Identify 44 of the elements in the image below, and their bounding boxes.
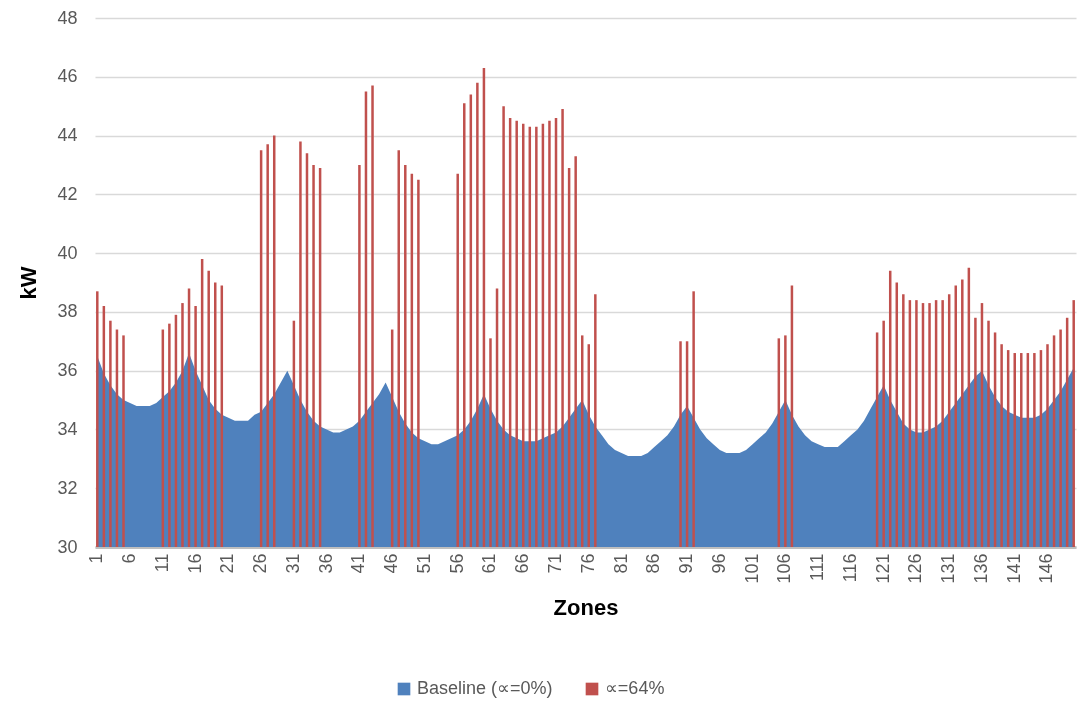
legend-label: Baseline (∝=0%) (417, 678, 553, 698)
x-tick-label: 131 (938, 553, 959, 584)
legend-label: ∝=64% (605, 678, 665, 698)
x-tick-label: 81 (610, 553, 631, 574)
x-tick-label: 96 (708, 553, 729, 574)
y-axis-title: kW (16, 266, 42, 300)
x-tick-label: 46 (381, 553, 402, 574)
y-tick-label: 36 (57, 360, 78, 381)
y-tick-label: 30 (57, 536, 78, 557)
x-tick-label: 86 (643, 553, 664, 574)
x-tick-label: 106 (774, 553, 795, 584)
x-tick-label: 26 (250, 553, 271, 574)
x-tick-label: 136 (970, 553, 991, 584)
x-tick-label: 116 (839, 553, 860, 583)
y-tick-label: 46 (57, 66, 78, 87)
x-tick-label: 11 (151, 553, 172, 573)
y-tick-label: 38 (57, 301, 78, 322)
x-tick-label: 111 (807, 553, 828, 581)
x-tick-label: 41 (348, 553, 369, 574)
y-tick-label: 34 (57, 418, 78, 439)
y-tick-label: 42 (57, 183, 78, 204)
x-tick-label: 6 (119, 553, 140, 564)
x-axis-title: Zones (553, 594, 619, 620)
y-tick-label: 32 (57, 477, 78, 498)
x-tick-label: 121 (872, 553, 893, 584)
x-tick-label: 56 (446, 553, 467, 574)
x-tick-label: 101 (741, 553, 762, 584)
x-tick-label: 21 (217, 553, 238, 574)
x-tick-label: 146 (1036, 553, 1057, 584)
x-tick-label: 91 (676, 553, 697, 574)
y-tick-label: 40 (57, 242, 78, 263)
x-tick-label: 126 (905, 553, 926, 584)
x-tick-label: 31 (282, 553, 303, 574)
x-tick-label: 16 (184, 553, 205, 574)
y-tick-label: 48 (57, 7, 78, 28)
x-tick-label: 36 (315, 553, 336, 574)
x-tick-label: 51 (413, 553, 434, 574)
x-tick-label: 66 (512, 553, 533, 574)
x-tick-label: 141 (1003, 553, 1024, 584)
x-tick-label: 1 (86, 553, 107, 564)
y-tick-label: 44 (57, 125, 78, 146)
x-tick-label: 76 (577, 553, 598, 574)
x-tick-label: 61 (479, 553, 500, 574)
x-tick-label: 71 (545, 553, 566, 574)
